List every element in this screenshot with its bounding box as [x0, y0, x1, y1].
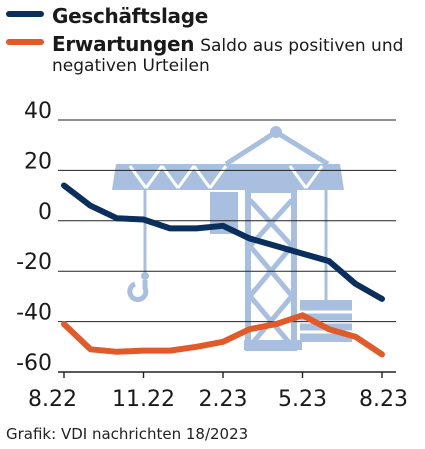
legend-swatch-geschaeftslage — [6, 11, 44, 17]
y-tick-label: 20 — [24, 149, 52, 174]
legend-label-erwartungen: Erwartungen — [52, 32, 195, 56]
legend-note-continued: negativen Urteilen — [52, 56, 210, 76]
gridlines — [58, 119, 396, 373]
source-credit: Grafik: VDI nachrichten 18/2023 — [6, 425, 249, 443]
x-tick-label: 8.23 — [359, 387, 408, 412]
x-tick-label: 5.23 — [278, 387, 327, 412]
legend: Geschäftslage Erwartungen Saldo aus posi… — [6, 4, 421, 76]
legend-note: Saldo aus positiven und — [200, 36, 404, 56]
crane-icon — [112, 126, 352, 351]
x-tick-label: 11.22 — [112, 387, 175, 412]
y-axis-ticks: 40 20 0 -20 -40 -60 — [16, 99, 52, 376]
series-line-erwartungen — [61, 312, 385, 358]
legend-item-erwartungen: Erwartungen Saldo aus positiven und — [6, 32, 421, 56]
y-tick-label: 40 — [24, 99, 52, 124]
legend-swatch-erwartungen — [6, 39, 44, 45]
legend-label-geschaeftslage: Geschäftslage — [52, 4, 208, 28]
x-tick-label: 2.23 — [199, 387, 248, 412]
x-tick-label: 8.22 — [28, 387, 77, 412]
y-tick-label: -20 — [16, 250, 52, 275]
y-tick-label: -60 — [16, 351, 52, 376]
x-axis-ticks: 8.22 11.22 2.23 5.23 8.23 — [28, 372, 408, 412]
y-tick-label: 0 — [38, 200, 52, 225]
series-line-geschaeftslage — [61, 182, 385, 302]
series-lines — [61, 182, 385, 358]
legend-item-geschaeftslage: Geschäftslage — [6, 4, 421, 28]
y-tick-label: -40 — [16, 301, 52, 326]
